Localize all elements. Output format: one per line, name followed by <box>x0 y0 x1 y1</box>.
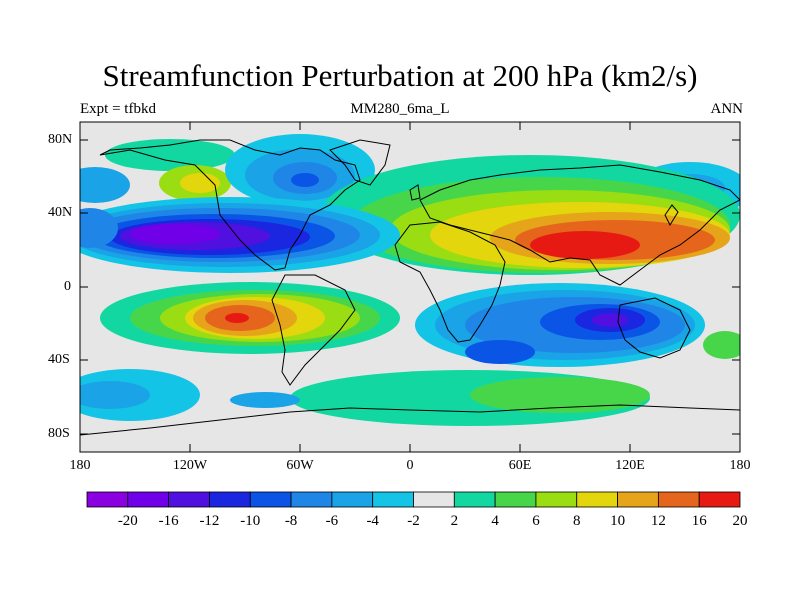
coast-australia <box>617 297 691 359</box>
coast-south-america <box>271 274 356 386</box>
colorbar-box <box>413 491 455 508</box>
colorbar-label: 12 <box>650 513 666 529</box>
colorbar-box <box>290 491 333 508</box>
colorbar-label: 8 <box>573 513 581 529</box>
colorbar-box <box>576 491 618 508</box>
lat-label-40s: 40S <box>48 352 70 367</box>
coast-europe-asia <box>419 164 740 286</box>
contour-low-band-west <box>80 208 118 248</box>
coastlines <box>80 139 740 436</box>
lat-label-80s: 80S <box>48 426 70 441</box>
colorbar-box <box>168 491 210 508</box>
contour-fields <box>80 134 740 426</box>
colorbar-box <box>494 491 537 508</box>
contour-yellow-arctic-2 <box>180 173 220 193</box>
contour-low-band-7 <box>130 224 220 244</box>
colorbar-box <box>209 491 251 508</box>
colorbar-box <box>617 491 659 508</box>
coast-africa <box>394 221 506 343</box>
coast-antarctica <box>80 404 740 436</box>
colorbar-label: -8 <box>284 513 298 529</box>
lon-label-120e: 120E <box>615 458 645 473</box>
coast-islands-japan <box>664 204 679 227</box>
colorbar-label: -10 <box>240 513 261 529</box>
colorbar-box <box>86 491 129 508</box>
contour-low-south-7 <box>465 340 535 364</box>
colorbar-box <box>535 491 578 508</box>
coast-greenland <box>329 139 391 186</box>
colorbar-label: 10 <box>610 513 626 529</box>
colorbar-box <box>372 491 414 508</box>
map-title: Streamfunction Perturbation at 200 hPa (… <box>102 58 698 93</box>
lat-label-0: 0 <box>64 279 71 294</box>
lat-label-80n: 80N <box>48 132 73 147</box>
contour-blue-northwest <box>80 167 130 203</box>
coast-islands-uk <box>409 184 421 201</box>
lon-label-60e: 60E <box>508 458 532 473</box>
lat-label-40n: 40N <box>48 205 73 220</box>
contour-low-south-6 <box>592 313 628 327</box>
colorbar-label: -16 <box>158 513 179 529</box>
colorbar-box <box>453 491 496 508</box>
colorbar-label: -12 <box>199 513 220 529</box>
contour-green-arctic <box>105 139 235 171</box>
colorbar-box <box>698 491 741 508</box>
colorbar-label: 20 <box>732 513 748 529</box>
contour-red-eurasia <box>530 231 640 259</box>
colorbar-box <box>657 491 700 508</box>
lon-label-120w: 120W <box>172 458 208 473</box>
season-label: ANN <box>710 101 744 117</box>
lon-label-0: 0 <box>406 458 414 473</box>
lon-label-60w: 60W <box>286 458 314 473</box>
contour-green-south-band-2 <box>470 377 650 413</box>
lon-label-180w: 180 <box>69 458 91 473</box>
colorbar-box <box>331 491 374 508</box>
axis-ticks <box>79 122 741 452</box>
colorbar-box <box>249 491 292 508</box>
colorbar-label: 6 <box>532 513 540 529</box>
contour-blue-south-pacific <box>230 392 300 408</box>
colorbar-label: 4 <box>491 513 499 529</box>
colorbar-label: -4 <box>366 513 379 529</box>
contour-high-south-7 <box>225 313 249 323</box>
experiment-label: Expt = tfbkd <box>80 101 156 117</box>
contour-blue-north-america-4 <box>291 173 319 187</box>
colorbar-label: 16 <box>691 513 707 529</box>
colorbar-label: -2 <box>407 513 420 529</box>
contour-green-east <box>703 331 740 359</box>
case-label: MM280_6ma_L <box>350 101 450 117</box>
colorbar <box>86 491 741 508</box>
contour-blue-southwest-2 <box>80 381 150 409</box>
colorbar-label: -6 <box>325 513 339 529</box>
colorbar-label: -20 <box>117 513 138 529</box>
coast-north-america <box>99 139 361 271</box>
lon-label-180e: 180 <box>729 458 751 473</box>
colorbar-box <box>127 491 170 508</box>
colorbar-label: 2 <box>450 513 459 529</box>
